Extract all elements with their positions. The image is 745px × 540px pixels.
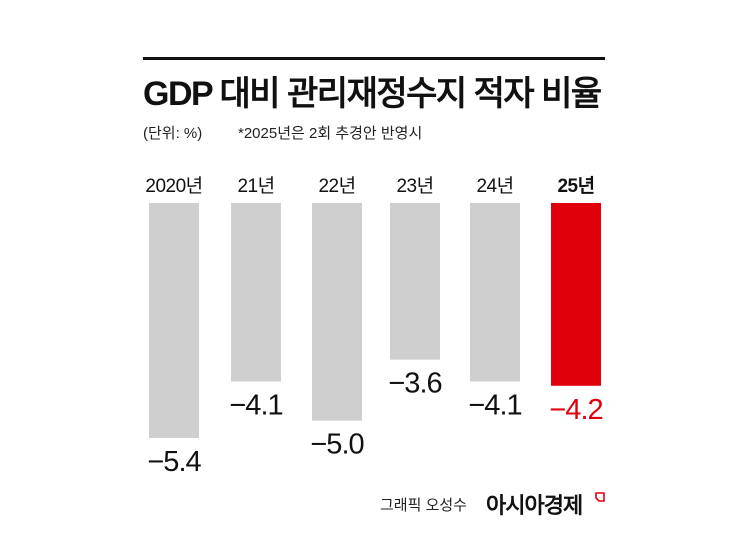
value-label: −5.4 (147, 446, 201, 478)
brand-logo-icon (595, 492, 605, 502)
bar (551, 203, 601, 386)
chart-title: GDP 대비 관리재정수지 적자 비율 (143, 75, 602, 113)
category-label: 23년 (396, 175, 433, 197)
category-label: 2020년 (145, 175, 202, 197)
value-label: −5.0 (310, 429, 363, 461)
value-label: −4.1 (468, 389, 521, 421)
graphic-credit: 그래픽 오성수 (380, 497, 467, 514)
bar (149, 203, 199, 438)
brand-name: 아시아경제 (486, 493, 583, 518)
category-label: 24년 (476, 175, 513, 197)
unit-note: (단위: %) (143, 125, 203, 142)
top-rule (143, 57, 605, 60)
value-label: −3.6 (388, 368, 441, 400)
value-label: −4.1 (229, 389, 282, 421)
value-label: −4.2 (549, 394, 602, 426)
category-label: 25년 (557, 175, 594, 197)
footnote: *2025년은 2회 추경안 반영시 (238, 125, 423, 142)
bar (470, 203, 520, 382)
bar (312, 203, 362, 421)
bar (231, 203, 281, 382)
category-label: 21년 (237, 175, 274, 197)
category-label: 22년 (318, 175, 355, 197)
bar (390, 203, 440, 360)
